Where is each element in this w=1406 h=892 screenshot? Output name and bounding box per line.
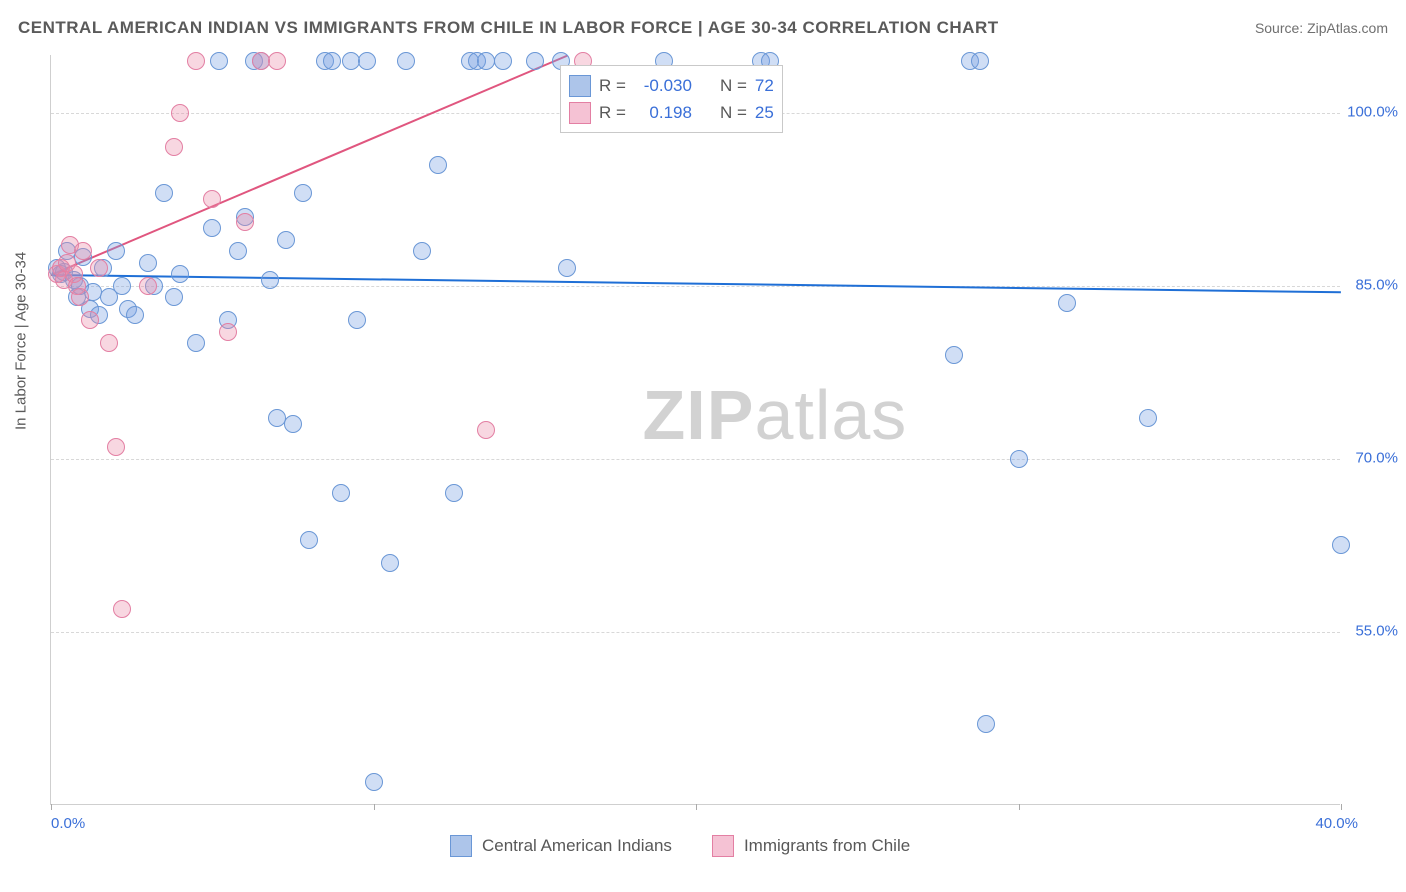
stats-legend-row: R = -0.030 N = 72 bbox=[569, 72, 774, 99]
legend-swatch bbox=[569, 102, 591, 124]
stat-r-label: R = bbox=[599, 72, 626, 99]
scatter-point bbox=[261, 271, 279, 289]
y-axis-title: In Labor Force | Age 30-34 bbox=[13, 251, 30, 429]
scatter-point bbox=[1010, 450, 1028, 468]
scatter-point bbox=[107, 242, 125, 260]
scatter-point bbox=[139, 254, 157, 272]
scatter-point bbox=[1332, 536, 1350, 554]
trend-line bbox=[51, 55, 568, 276]
stat-n-value: 25 bbox=[755, 99, 774, 126]
stat-r-label: R = bbox=[599, 99, 626, 126]
x-tick bbox=[51, 804, 52, 810]
scatter-point bbox=[107, 438, 125, 456]
scatter-point bbox=[187, 334, 205, 352]
stat-r-value: 0.198 bbox=[634, 99, 692, 126]
scatter-point bbox=[945, 346, 963, 364]
x-min-label: 0.0% bbox=[51, 815, 85, 832]
scatter-point bbox=[323, 52, 341, 70]
y-tick-label: 85.0% bbox=[1355, 276, 1398, 293]
scatter-point bbox=[381, 554, 399, 572]
scatter-point bbox=[81, 311, 99, 329]
x-tick bbox=[696, 804, 697, 810]
gridline bbox=[51, 632, 1340, 633]
scatter-point bbox=[1058, 294, 1076, 312]
watermark-suffix: atlas bbox=[754, 376, 907, 454]
chart-area: ZIPatlas In Labor Force | Age 30-34 55.0… bbox=[50, 55, 1340, 805]
scatter-point bbox=[977, 715, 995, 733]
scatter-point bbox=[397, 52, 415, 70]
watermark: ZIPatlas bbox=[643, 375, 908, 455]
stat-r-value: -0.030 bbox=[634, 72, 692, 99]
scatter-point bbox=[155, 184, 173, 202]
scatter-point bbox=[358, 52, 376, 70]
scatter-point bbox=[219, 323, 237, 341]
scatter-point bbox=[526, 52, 544, 70]
gridline bbox=[51, 286, 1340, 287]
legend-swatch bbox=[712, 835, 734, 857]
legend-series-label: Central American Indians bbox=[482, 836, 672, 856]
scatter-point bbox=[300, 531, 318, 549]
stats-legend-row: R = 0.198 N = 25 bbox=[569, 99, 774, 126]
title-bar: CENTRAL AMERICAN INDIAN VS IMMIGRANTS FR… bbox=[18, 18, 1388, 38]
stat-n-label: N = bbox=[720, 99, 747, 126]
y-tick-label: 100.0% bbox=[1347, 103, 1398, 120]
scatter-point bbox=[268, 52, 286, 70]
scatter-point bbox=[494, 52, 512, 70]
stat-n-label: N = bbox=[720, 72, 747, 99]
scatter-point bbox=[74, 242, 92, 260]
stats-legend-box: R = -0.030 N = 72 R = 0.198 N = 25 bbox=[560, 65, 783, 133]
stat-n-value: 72 bbox=[755, 72, 774, 99]
scatter-point bbox=[229, 242, 247, 260]
scatter-point bbox=[100, 334, 118, 352]
scatter-point bbox=[71, 288, 89, 306]
scatter-point bbox=[477, 421, 495, 439]
scatter-point bbox=[558, 259, 576, 277]
scatter-point bbox=[332, 484, 350, 502]
x-max-label: 40.0% bbox=[1315, 815, 1358, 832]
scatter-point bbox=[171, 104, 189, 122]
x-tick bbox=[1341, 804, 1342, 810]
scatter-point bbox=[1139, 409, 1157, 427]
scatter-point bbox=[187, 52, 205, 70]
scatter-point bbox=[90, 259, 108, 277]
watermark-prefix: ZIP bbox=[643, 376, 755, 454]
scatter-point bbox=[210, 52, 228, 70]
legend-series-label: Immigrants from Chile bbox=[744, 836, 910, 856]
y-tick-label: 70.0% bbox=[1355, 449, 1398, 466]
bottom-legend-item: Immigrants from Chile bbox=[712, 835, 910, 857]
scatter-point bbox=[277, 231, 295, 249]
scatter-point bbox=[365, 773, 383, 791]
scatter-point bbox=[413, 242, 431, 260]
scatter-point bbox=[113, 277, 131, 295]
scatter-point bbox=[203, 219, 221, 237]
x-tick bbox=[374, 804, 375, 810]
scatter-point bbox=[171, 265, 189, 283]
scatter-point bbox=[284, 415, 302, 433]
scatter-point bbox=[348, 311, 366, 329]
source-label: Source: ZipAtlas.com bbox=[1255, 20, 1388, 36]
scatter-point bbox=[113, 600, 131, 618]
scatter-point bbox=[126, 306, 144, 324]
chart-title: CENTRAL AMERICAN INDIAN VS IMMIGRANTS FR… bbox=[18, 18, 999, 38]
legend-swatch bbox=[450, 835, 472, 857]
scatter-point bbox=[139, 277, 157, 295]
trend-line bbox=[51, 274, 1341, 293]
scatter-point bbox=[165, 138, 183, 156]
bottom-legend-item: Central American Indians bbox=[450, 835, 672, 857]
scatter-point bbox=[165, 288, 183, 306]
scatter-point bbox=[971, 52, 989, 70]
scatter-point bbox=[203, 190, 221, 208]
scatter-point bbox=[429, 156, 447, 174]
scatter-point bbox=[294, 184, 312, 202]
legend-swatch bbox=[569, 75, 591, 97]
scatter-point bbox=[236, 213, 254, 231]
scatter-point bbox=[445, 484, 463, 502]
y-tick-label: 55.0% bbox=[1355, 623, 1398, 640]
gridline bbox=[51, 459, 1340, 460]
x-tick bbox=[1019, 804, 1020, 810]
bottom-legend: Central American Indians Immigrants from … bbox=[450, 835, 910, 857]
